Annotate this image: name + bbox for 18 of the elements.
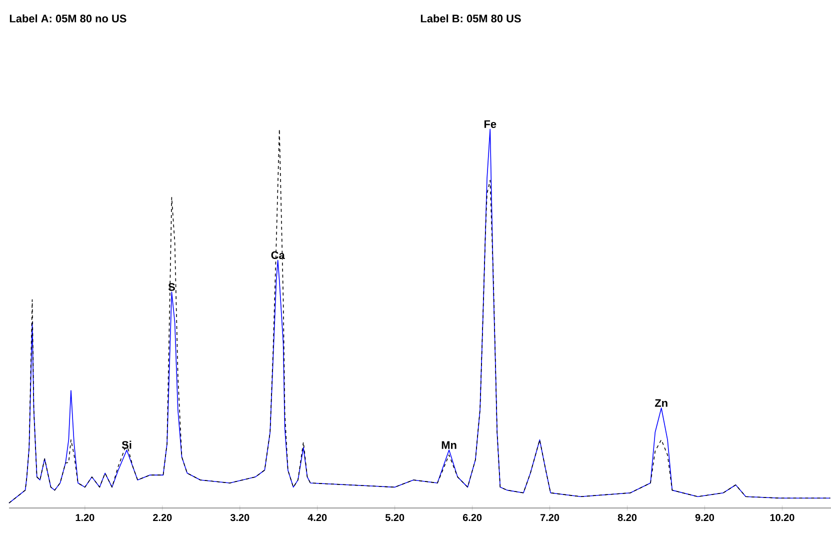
x-tick-label: 5.20: [385, 514, 404, 522]
annotation: Si: [122, 440, 132, 449]
x-tick-label: 4.20: [308, 514, 327, 522]
x-tick-label: 2.20: [153, 514, 172, 522]
annotation: Fe: [484, 120, 496, 128]
x-tick-label: 8.20: [618, 514, 637, 522]
text: Label B: 05M 80 US: [420, 14, 521, 22]
annotation: Ca: [271, 251, 285, 260]
text: Label A: 05M 80 no US: [10, 14, 126, 22]
x-tick-label: 3.20: [230, 514, 250, 522]
annotation: S: [168, 283, 175, 291]
x-tick-label: 10.20: [770, 514, 794, 522]
annotation: Zn: [654, 399, 668, 407]
x-tick-label: 9.20: [695, 514, 714, 522]
x-tick-label: 6.20: [462, 514, 482, 522]
x-tick-label: 1.20: [76, 514, 94, 522]
x-tick-label: 7.20: [540, 514, 560, 522]
annotation: Mn: [442, 441, 456, 449]
